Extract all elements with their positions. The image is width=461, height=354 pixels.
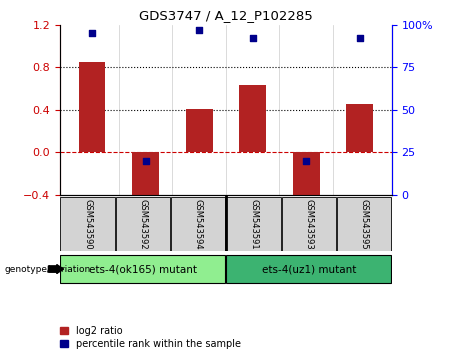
Bar	[132, 152, 159, 200]
Text: GSM543594: GSM543594	[194, 199, 203, 249]
Bar	[346, 104, 373, 152]
Bar	[171, 197, 225, 251]
Text: ets-4(uz1) mutant: ets-4(uz1) mutant	[262, 264, 356, 274]
Title: GDS3747 / A_12_P102285: GDS3747 / A_12_P102285	[139, 9, 313, 22]
Bar	[293, 152, 319, 200]
Bar	[282, 197, 336, 251]
Legend: log2 ratio, percentile rank within the sample: log2 ratio, percentile rank within the s…	[60, 326, 241, 349]
Bar	[60, 255, 225, 283]
Point	[142, 158, 149, 164]
Text: ets-4(ok165) mutant: ets-4(ok165) mutant	[89, 264, 197, 274]
Bar	[79, 62, 106, 152]
Text: GSM543591: GSM543591	[249, 199, 258, 249]
Text: GSM543590: GSM543590	[83, 199, 92, 249]
Bar	[116, 197, 170, 251]
Bar	[337, 197, 391, 251]
Text: GSM543595: GSM543595	[360, 199, 369, 249]
Point	[89, 30, 96, 36]
Point	[302, 158, 310, 164]
Text: GSM543593: GSM543593	[304, 199, 313, 249]
Point	[356, 35, 363, 41]
Point	[249, 35, 256, 41]
Bar	[226, 255, 391, 283]
Text: genotype/variation: genotype/variation	[5, 264, 91, 274]
Bar	[226, 197, 281, 251]
Text: GSM543592: GSM543592	[138, 199, 148, 249]
Bar	[60, 197, 115, 251]
Point	[195, 27, 203, 33]
Bar	[239, 85, 266, 152]
Bar	[186, 109, 213, 152]
